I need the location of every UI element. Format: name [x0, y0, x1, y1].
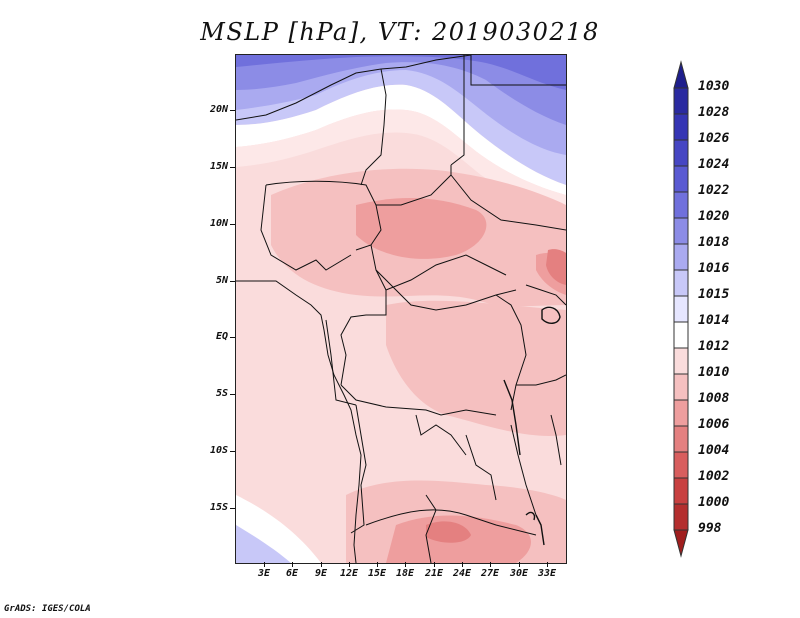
colorbar-box [673, 295, 689, 323]
colorbar-box [673, 347, 689, 375]
map-title: MSLP [hPa], VT: 2019030218 [200, 18, 600, 46]
field-1014-band [236, 84, 566, 195]
lat-tick [230, 167, 235, 168]
lat-label-10n: 10N [209, 218, 228, 229]
lon-label-18e: 18E [395, 568, 415, 579]
colorbar-box [673, 217, 689, 245]
field-1018-north [236, 55, 566, 155]
lon-tick [547, 562, 548, 567]
colorbar-box [673, 503, 689, 531]
lon-label-24e: 24E [452, 568, 472, 579]
lat-label-5s: 5S [215, 388, 228, 399]
lon-tick [349, 562, 350, 567]
lat-tick [230, 281, 235, 282]
colorbar-level-label: 1000 [698, 495, 730, 510]
lat-tick [230, 224, 235, 225]
colorbar-box [673, 87, 689, 115]
colorbar-box [673, 399, 689, 427]
lat-label-10s: 10S [209, 445, 228, 456]
lon-tick [490, 562, 491, 567]
colorbar-level-label: 1006 [698, 417, 730, 432]
lat-label-eq: EQ [215, 331, 228, 342]
lat-tick [230, 394, 235, 395]
colorbar-box [673, 269, 689, 297]
colorbar-bottom-arrow [673, 529, 689, 558]
lon-label-3e: 3E [257, 568, 271, 579]
field-1016-sw [236, 525, 291, 563]
lon-tick [462, 562, 463, 567]
colorbar-box [673, 191, 689, 219]
colorbar-box [673, 321, 689, 349]
colorbar-level-label: 998 [698, 521, 722, 536]
pressure-field [236, 55, 566, 563]
west-coastline [236, 280, 362, 563]
colorbar-level-label: 1020 [698, 209, 730, 224]
colorbar-level-label: 1030 [698, 79, 730, 94]
colorbar-level-label: 1008 [698, 391, 730, 406]
colorbar-box [673, 139, 689, 167]
lakes [503, 306, 561, 546]
colorbar-box [673, 243, 689, 271]
lon-tick [405, 562, 406, 567]
lon-label-21e: 21E [424, 568, 444, 579]
colorbar-box [673, 113, 689, 141]
lon-label-33e: 33E [537, 568, 557, 579]
lat-label-5n: 5N [215, 275, 228, 286]
lat-tick [230, 508, 235, 509]
country-borders [236, 55, 566, 563]
lon-label-30e: 30E [509, 568, 529, 579]
lon-label-12e: 12E [339, 568, 359, 579]
field-1004-south [426, 521, 471, 543]
colorbar-level-label: 1022 [698, 183, 730, 198]
colorbar-top-arrow [673, 60, 689, 89]
lat-tick [230, 451, 235, 452]
lon-tick [321, 562, 322, 567]
field-1006-north [356, 198, 487, 259]
colorbar-box [673, 477, 689, 505]
lon-tick [377, 562, 378, 567]
colorbar-box [673, 165, 689, 193]
colorbar-level-label: 1004 [698, 443, 730, 458]
colorbar-level-label: 1028 [698, 105, 730, 120]
lat-label-15s: 15S [209, 502, 228, 513]
colorbar-level-label: 1012 [698, 339, 730, 354]
lon-label-9e: 9E [314, 568, 328, 579]
colorbar-level-label: 1002 [698, 469, 730, 484]
field-1008-congo [386, 300, 566, 436]
colorbar-level-label: 1018 [698, 235, 730, 250]
lon-label-6e: 6E [285, 568, 299, 579]
lat-label-15n: 15N [209, 161, 228, 172]
colorbar-box [673, 373, 689, 401]
colorbar-level-label: 1010 [698, 365, 730, 380]
lat-tick [230, 110, 235, 111]
field-1020-north [236, 55, 566, 125]
colorbar-level-label: 1014 [698, 313, 730, 328]
lon-label-27e: 27E [480, 568, 500, 579]
field-1012-band [236, 109, 566, 215]
lat-label-20n: 20N [209, 104, 228, 115]
field-1022-north [236, 55, 566, 90]
lon-tick [292, 562, 293, 567]
lon-label-15e: 15E [367, 568, 387, 579]
lon-tick [519, 562, 520, 567]
colorbar-level-label: 1026 [698, 131, 730, 146]
colorbar-level-label: 1016 [698, 261, 730, 276]
colorbar-level-label: 1015 [698, 287, 730, 302]
lon-tick [434, 562, 435, 567]
lon-tick [264, 562, 265, 567]
colorbar-box [673, 451, 689, 479]
field-1004-east [546, 249, 566, 285]
colorbar-box [673, 425, 689, 453]
pressure-map [235, 54, 567, 564]
colorbar-level-label: 1024 [698, 157, 730, 172]
footer-credit: GrADS: IGES/COLA [4, 604, 91, 614]
lat-tick [230, 337, 235, 338]
